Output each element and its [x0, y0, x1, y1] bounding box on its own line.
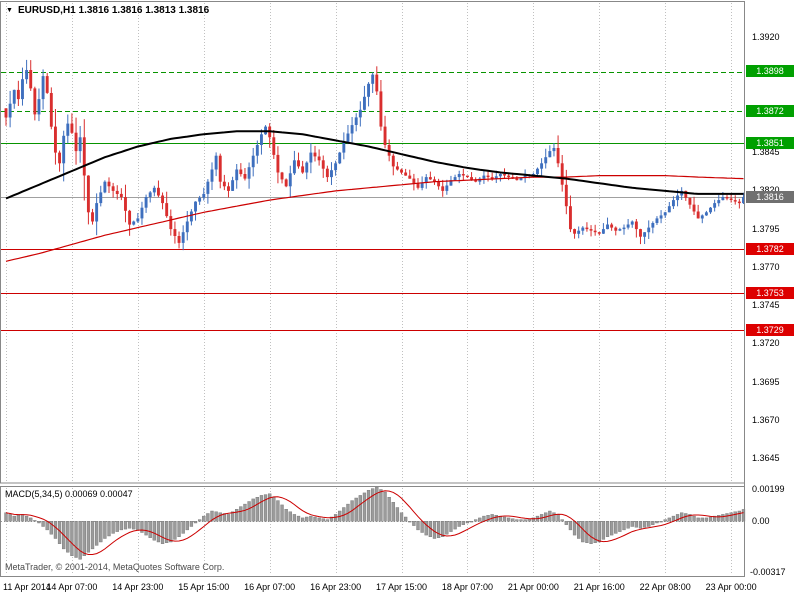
chart-header: ▼ EURUSD,H1 1.3816 1.3816 1.3813 1.3816 [6, 5, 209, 16]
pane-frames [0, 1, 745, 577]
macd-histogram [4, 486, 746, 560]
grid-layer [6, 3, 732, 575]
symbol-title: EURUSD,H1 1.3816 1.3816 1.3813 1.3816 [17, 5, 210, 16]
symbol-dropdown-icon[interactable]: ▼ [6, 7, 13, 14]
candles-layer [4, 59, 745, 251]
watermark: MetaTrader, © 2001-2014, MetaQuotes Soft… [5, 562, 225, 572]
indicator-label: MACD(5,34,5) 0.00069 0.00047 [5, 489, 133, 499]
ma-fast-red-line[interactable] [5, 175, 744, 262]
macd-signal-line [5, 490, 744, 555]
level-lines-layer [1, 72, 744, 331]
ma-slow-black-line[interactable] [5, 130, 744, 200]
